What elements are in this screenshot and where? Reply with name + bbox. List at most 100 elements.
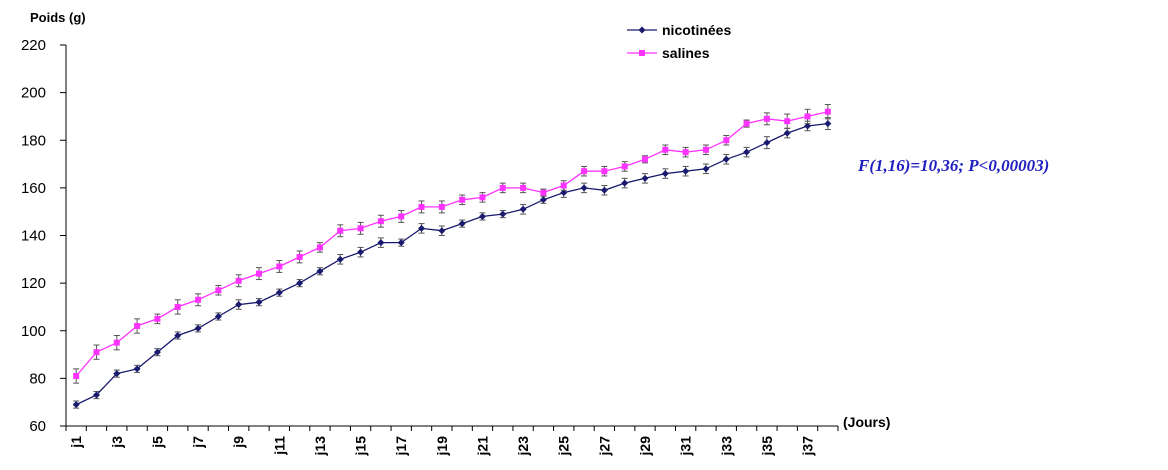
- data-point: [682, 167, 690, 175]
- data-point: [438, 227, 446, 235]
- data-point: [458, 220, 466, 228]
- x-tick-label: j25: [556, 436, 572, 457]
- data-point: [702, 146, 709, 153]
- y-tick-label: 160: [21, 180, 46, 197]
- data-point: [478, 212, 486, 220]
- legend-label: salines: [662, 45, 710, 61]
- data-point: [418, 224, 426, 232]
- data-point: [72, 401, 80, 409]
- x-tick-label: j17: [393, 436, 409, 457]
- x-tick-label: j15: [353, 436, 369, 457]
- series-salines: [73, 104, 831, 384]
- data-point: [174, 303, 181, 310]
- data-point: [316, 267, 324, 275]
- series-line: [75, 122, 828, 406]
- legend-marker: [638, 26, 646, 34]
- data-point: [337, 227, 344, 234]
- y-axis-label: Poids (g): [30, 10, 86, 25]
- data-point: [92, 391, 100, 399]
- x-tick-label: j9: [231, 436, 247, 449]
- data-point: [723, 137, 730, 144]
- data-point: [276, 263, 283, 270]
- data-point: [601, 168, 608, 175]
- data-point: [804, 113, 811, 120]
- data-point: [256, 270, 262, 277]
- data-point: [621, 163, 628, 170]
- series-nicotinees: [72, 117, 832, 409]
- data-point: [113, 370, 121, 378]
- legend-marker: [639, 50, 645, 56]
- x-tick-label: j19: [434, 436, 450, 457]
- data-point: [154, 315, 161, 322]
- x-tick-label: j3: [109, 436, 125, 449]
- legend: nicotinées salines: [627, 22, 731, 61]
- data-point: [540, 189, 547, 196]
- data-point: [275, 289, 283, 297]
- data-point: [763, 115, 770, 122]
- data-point: [336, 255, 344, 263]
- y-tick-label: 180: [21, 132, 46, 149]
- data-point: [418, 203, 425, 210]
- data-point: [560, 182, 567, 189]
- data-point: [133, 365, 141, 373]
- x-tick-label: j35: [759, 436, 775, 457]
- data-point: [235, 277, 242, 284]
- data-point: [804, 122, 812, 130]
- data-point: [195, 296, 202, 303]
- axes: [65, 45, 838, 427]
- data-point: [296, 253, 303, 260]
- data-point: [519, 205, 527, 213]
- x-tick-label: j21: [474, 436, 490, 457]
- x-tick-label: j1: [68, 436, 84, 449]
- data-point: [560, 189, 568, 197]
- data-point: [824, 120, 832, 128]
- y-tick-label: 200: [21, 85, 46, 102]
- series-layer: [72, 104, 832, 409]
- data-point: [214, 312, 222, 320]
- data-point: [641, 174, 649, 182]
- data-point: [682, 149, 689, 156]
- data-point: [194, 324, 202, 332]
- data-point: [73, 372, 80, 379]
- y-tick-label: 220: [21, 37, 46, 54]
- data-point: [581, 168, 588, 175]
- x-tick-label: j37: [800, 436, 816, 457]
- y-axis-ticks: 60 80 100 120 140 160 180 200 220: [21, 37, 66, 435]
- data-point: [377, 218, 384, 225]
- data-point: [722, 155, 730, 163]
- y-tick-label: 140: [21, 228, 46, 245]
- x-tick-label: j7: [190, 436, 206, 449]
- legend-item: nicotinées: [627, 22, 731, 38]
- statistics-annotation: F(1,16)=10,36; P<0,00003): [858, 156, 1050, 175]
- x-tick-label: j13: [312, 436, 328, 457]
- data-point: [662, 146, 669, 153]
- data-point: [459, 196, 466, 203]
- data-point: [174, 332, 182, 340]
- data-point: [113, 339, 120, 346]
- data-point: [642, 156, 648, 163]
- y-tick-label: 60: [29, 418, 46, 435]
- legend-item: salines: [627, 45, 710, 61]
- data-point: [763, 139, 771, 147]
- data-point: [600, 186, 608, 194]
- data-point: [357, 225, 364, 232]
- x-tick-label: j27: [596, 436, 612, 457]
- data-point: [316, 244, 323, 251]
- x-axis-ticks: j1 j3 j5 j7 j9 j11 j13 j15 j17 j19 j21 j23 j25 j27 j29…: [65, 426, 839, 457]
- data-point: [783, 129, 791, 137]
- data-point: [702, 165, 710, 173]
- data-point: [357, 248, 365, 256]
- data-point: [479, 194, 486, 201]
- data-point: [520, 184, 527, 191]
- data-point: [438, 203, 445, 210]
- data-point: [215, 287, 222, 294]
- y-tick-label: 120: [21, 275, 46, 292]
- data-point: [824, 108, 831, 115]
- data-point: [235, 301, 243, 309]
- data-point: [784, 118, 791, 125]
- data-point: [377, 239, 385, 247]
- legend-label: nicotinées: [662, 22, 731, 38]
- data-point: [398, 213, 405, 220]
- data-point: [743, 120, 750, 127]
